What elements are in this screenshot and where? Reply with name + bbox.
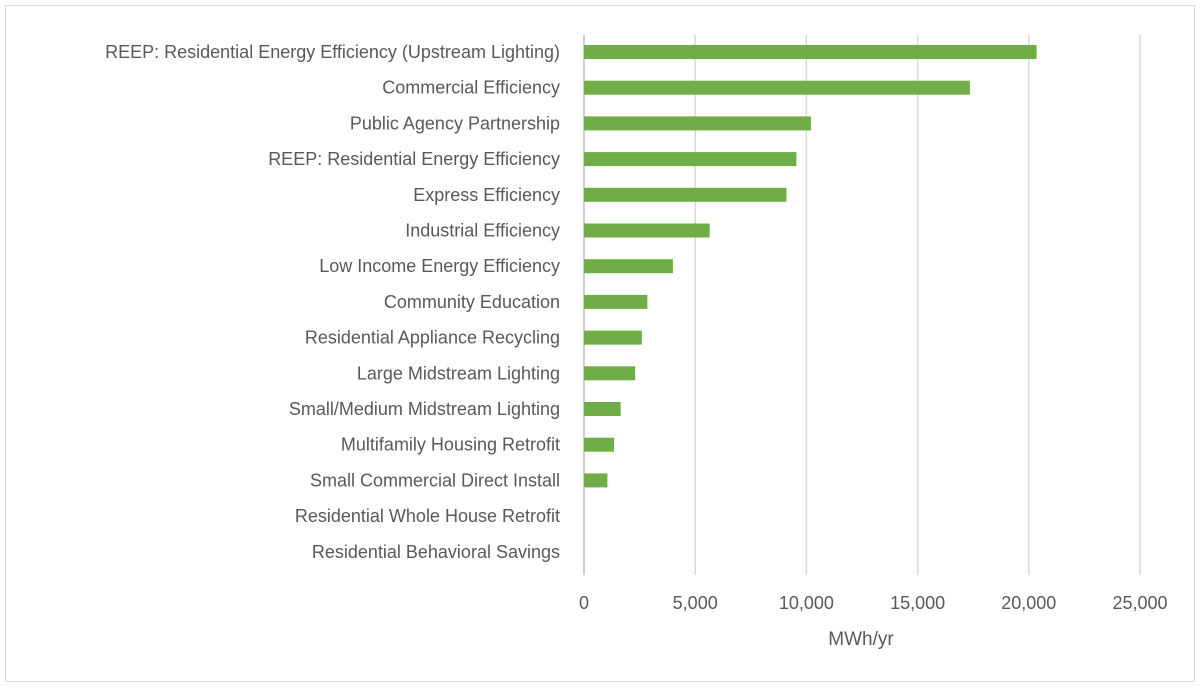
category-label: Residential Whole House Retrofit — [295, 506, 560, 526]
bar — [584, 366, 636, 381]
category-label: REEP: Residential Energy Efficiency (Ups… — [105, 42, 560, 62]
bar — [584, 223, 710, 238]
bar — [584, 80, 970, 95]
x-axis-title: MWh/yr — [828, 629, 894, 650]
x-tick-label: 0 — [579, 593, 589, 613]
category-label: Commercial Efficiency — [382, 78, 560, 98]
category-label: Public Agency Partnership — [350, 113, 560, 133]
category-labels: REEP: Residential Energy Efficiency (Ups… — [105, 42, 560, 562]
bar — [584, 45, 1037, 59]
bar — [584, 330, 642, 345]
bar — [584, 473, 608, 488]
x-tick-label: 20,000 — [1001, 593, 1056, 613]
category-label: Multifamily Housing Retrofit — [341, 435, 560, 455]
gridlines — [583, 35, 1141, 575]
bar — [584, 152, 797, 167]
bar — [584, 259, 673, 274]
bar — [584, 402, 621, 416]
category-label: Small Commercial Direct Install — [310, 470, 560, 490]
bar — [584, 294, 648, 309]
x-tick-label: 5,000 — [673, 593, 718, 613]
bars — [584, 45, 1037, 488]
x-tick-label: 15,000 — [890, 593, 945, 613]
category-label: Small/Medium Midstream Lighting — [289, 399, 560, 419]
bar — [584, 116, 811, 131]
category-label: Residential Appliance Recycling — [305, 328, 560, 348]
bar — [584, 437, 615, 452]
bar — [584, 187, 787, 202]
category-label: Residential Behavioral Savings — [312, 542, 560, 562]
category-label: Express Efficiency — [413, 185, 560, 205]
category-label: Community Education — [384, 292, 560, 312]
x-tick-label: 25,000 — [1112, 593, 1167, 613]
x-tick-labels: 0 5,000 10,000 15,000 20,000 25,000 — [579, 593, 1168, 613]
x-tick-label: 10,000 — [779, 593, 834, 613]
category-label: REEP: Residential Energy Efficiency — [268, 149, 560, 169]
category-label: Industrial Efficiency — [405, 221, 560, 241]
category-label: Low Income Energy Efficiency — [319, 256, 560, 276]
category-label: Large Midstream Lighting — [357, 363, 560, 383]
